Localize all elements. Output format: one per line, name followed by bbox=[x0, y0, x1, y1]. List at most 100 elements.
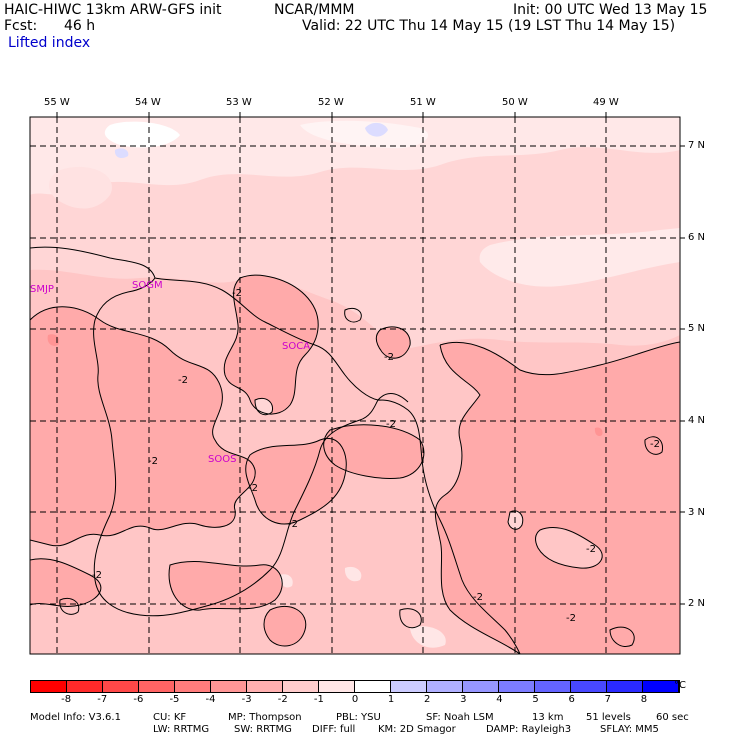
lat-ticks bbox=[680, 145, 685, 605]
colorbar-tick-label: -1 bbox=[313, 694, 324, 705]
colorbar-tick-label: -2 bbox=[277, 694, 288, 705]
lon-label-51w: 51 W bbox=[410, 97, 436, 108]
contour-label: -2 bbox=[473, 592, 483, 603]
footer-model-info: Model Info: V3.6.1 bbox=[30, 712, 121, 723]
contour-label: -2 bbox=[92, 570, 102, 581]
lat-label-5n: 5 N bbox=[688, 323, 706, 334]
colorbar-tick-label: 3 bbox=[460, 694, 467, 705]
band-zero-3 bbox=[479, 228, 680, 287]
footer-km: KM: 2D Smagor bbox=[378, 724, 456, 735]
colorbar-swatch bbox=[103, 681, 139, 692]
borders bbox=[30, 246, 521, 654]
forecast-label: Fcst: bbox=[4, 18, 38, 34]
band-minus2-central bbox=[245, 438, 347, 524]
contour-label: -2 bbox=[148, 456, 158, 467]
hole-south-1 bbox=[399, 608, 422, 628]
colorbar-swatch bbox=[535, 681, 571, 692]
colorbar-swatch bbox=[571, 681, 607, 692]
colorbar-swatch bbox=[391, 681, 427, 692]
contour-labels: -2 -2 -2 -2 -2 -2 -2 -2 -2 -2 -2 -2 bbox=[92, 288, 660, 624]
footer-sflay: SFLAY: MM5 bbox=[600, 724, 659, 735]
colorbar-tick-label: 2 bbox=[424, 694, 431, 705]
band-zero-4 bbox=[48, 166, 112, 209]
band-positive-2 bbox=[114, 148, 129, 158]
lat-label-4n: 4 N bbox=[688, 415, 706, 426]
footer-sf: SF: Noah LSM bbox=[426, 712, 494, 723]
band-minus2-sw bbox=[30, 558, 101, 607]
colorbar-swatch bbox=[67, 681, 103, 692]
contour-label: -2 bbox=[586, 544, 596, 555]
init-time: Init: 00 UTC Wed 13 May 15 bbox=[513, 2, 708, 18]
station-label: SMJP bbox=[30, 284, 54, 295]
lon-label-49w: 49 W bbox=[593, 97, 619, 108]
organization: NCAR/MMM bbox=[274, 2, 355, 18]
contour-label: -2 bbox=[248, 483, 258, 494]
colorbar-tick-label: 7 bbox=[604, 694, 611, 705]
colorbar-swatch bbox=[463, 681, 499, 692]
colorbar-swatch bbox=[283, 681, 319, 692]
footer-diff: DIFF: full bbox=[312, 724, 356, 735]
band-positive-1 bbox=[365, 122, 388, 137]
band-zero-1 bbox=[104, 121, 180, 148]
lat-label-6n: 6 N bbox=[688, 232, 706, 243]
footer-levels: 51 levels bbox=[586, 712, 631, 723]
station-label: SOOS bbox=[208, 454, 236, 465]
colorbar-unit: °C bbox=[674, 680, 686, 691]
contour-label: -2 bbox=[232, 288, 242, 299]
colorbar-swatch bbox=[139, 681, 175, 692]
colorbar-tick-label: 1 bbox=[387, 694, 395, 705]
lat-label-3n: 3 N bbox=[688, 507, 706, 518]
band-minus2-west bbox=[30, 306, 256, 546]
band-minus2-east bbox=[435, 342, 680, 654]
colorbar-swatch bbox=[355, 681, 391, 692]
colorbar-tick-label: 4 bbox=[496, 694, 503, 705]
footer-lw: LW: RRTMG bbox=[153, 724, 210, 735]
colorbar-swatch bbox=[211, 681, 247, 692]
footer-timestep: 60 sec bbox=[656, 712, 689, 723]
hole-south-4 bbox=[344, 566, 362, 582]
footer-mp: MP: Thompson bbox=[228, 712, 302, 723]
hole-south-2 bbox=[410, 626, 446, 648]
colorbar-swatch bbox=[31, 681, 67, 692]
colorbar-tick-label: -5 bbox=[169, 694, 180, 705]
colorbar-labels: -8 -7 -6 -5 -4 -3 -2 -1 0 1 2 3 4 5 6 7 8 °C bbox=[0, 680, 740, 708]
hole-south-3 bbox=[280, 574, 293, 588]
band-minus2-south bbox=[169, 561, 283, 611]
contour-label: -2 bbox=[384, 352, 394, 363]
model-title: HAIC-HIWC 13km ARW-GFS init bbox=[4, 2, 222, 18]
valid-time: Valid: 22 UTC Thu 14 May 15 (19 LST Thu … bbox=[302, 18, 676, 34]
map-frame bbox=[29, 116, 681, 655]
hole-east-1 bbox=[535, 527, 603, 569]
colorbar-tick-label: -7 bbox=[97, 694, 108, 705]
footer-cu: CU: KF bbox=[153, 712, 187, 723]
lat-label-2n: 2 N bbox=[688, 598, 706, 609]
colorbar-tick-label: 8 bbox=[640, 694, 648, 705]
band-minus2-east1 bbox=[323, 424, 424, 479]
colorbar-swatch bbox=[607, 681, 643, 692]
colorbar-tick-label: 5 bbox=[532, 694, 539, 705]
footer-sw: SW: RRTMG bbox=[234, 724, 292, 735]
grid bbox=[30, 117, 680, 654]
contour-label: -2 bbox=[386, 419, 396, 430]
footer-resolution: 13 km bbox=[532, 712, 564, 723]
colorbar-tick-label: -8 bbox=[61, 694, 72, 705]
contour-label: -2 bbox=[566, 613, 576, 624]
colorbar-swatch bbox=[175, 681, 211, 692]
lon-label-50w: 50 W bbox=[502, 97, 528, 108]
station-label: SOCA bbox=[282, 341, 310, 352]
colorbar-swatch bbox=[427, 681, 463, 692]
contour-label: -2 bbox=[288, 519, 298, 530]
station-label: SOGM bbox=[132, 280, 163, 291]
band-minus2-blob1 bbox=[376, 326, 411, 359]
colorbar-tick-label: -3 bbox=[241, 694, 252, 705]
colorbar-swatch bbox=[319, 681, 355, 692]
contour-label: -2 bbox=[178, 375, 188, 386]
lat-label-7n: 7 N bbox=[688, 140, 706, 151]
band-upper bbox=[30, 117, 680, 195]
colorbar bbox=[30, 680, 680, 693]
lon-label-52w: 52 W bbox=[318, 97, 344, 108]
footer-damp: DAMP: Rayleigh3 bbox=[486, 724, 572, 735]
colorbar-swatch bbox=[499, 681, 535, 692]
forecast-hours: 46 h bbox=[64, 18, 96, 34]
